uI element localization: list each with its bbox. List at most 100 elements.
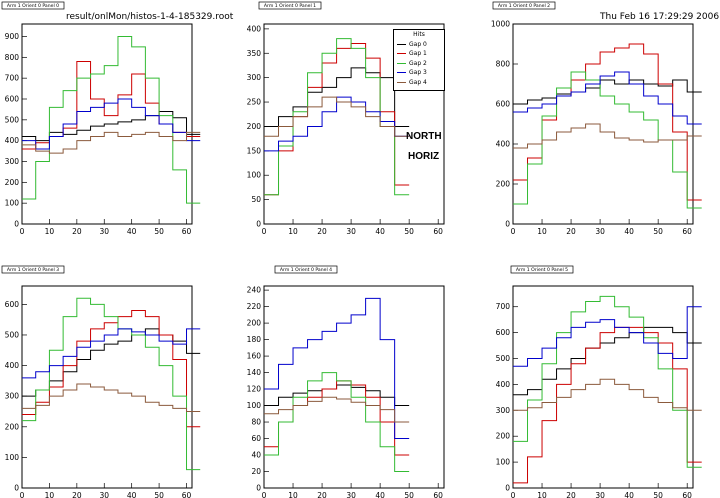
y-tick-label: 700 (5, 74, 20, 83)
series-line (22, 297, 201, 471)
y-tick-label: 300 (5, 392, 20, 401)
y-tick-label: 80 (251, 418, 261, 427)
x-tick-label: 60 (433, 227, 443, 236)
y-tick-label: 500 (5, 330, 20, 339)
x-tick-label: 50 (653, 491, 663, 498)
legend-swatch (397, 62, 406, 64)
x-tick-label: 60 (682, 491, 692, 498)
panel-title-box (258, 1, 322, 10)
x-tick-label: 50 (404, 491, 414, 498)
series-line (513, 295, 702, 468)
x-tick-label: 40 (127, 227, 137, 236)
y-tick-label: 150 (247, 146, 262, 155)
series-line (513, 378, 702, 411)
x-tick-label: 60 (433, 491, 443, 498)
series-line (22, 309, 201, 428)
filename-label: result/onlMon/histos-1-4-185329.root (66, 12, 234, 22)
panel-title: Arm 1 Orient 0 Panel 2 (498, 3, 550, 9)
y-tick-label: 100 (5, 199, 20, 208)
x-tick-label: 60 (182, 227, 192, 236)
x-tick-label: 30 (595, 491, 605, 498)
x-tick-label: 30 (99, 491, 109, 498)
x-tick-label: 20 (72, 491, 82, 498)
y-tick-label: 400 (496, 380, 511, 389)
y-tick-label: 100 (5, 453, 20, 462)
legend-label: Gap 0 (409, 40, 427, 48)
legend-label: Gap 1 (409, 50, 427, 57)
y-tick-label: 300 (496, 406, 511, 415)
y-tick-label: 900 (5, 32, 20, 41)
panel-title-box (1, 265, 65, 274)
y-tick-label: 800 (5, 53, 20, 62)
series-line (264, 380, 410, 456)
legend-swatch (397, 43, 406, 45)
legend-entry: Gap 0 (394, 40, 444, 50)
x-tick-label: 50 (404, 227, 414, 236)
x-tick-label: 50 (154, 491, 164, 498)
y-tick-label: 120 (247, 385, 262, 394)
y-tick-label: 200 (496, 180, 511, 189)
x-tick-label: 40 (375, 227, 385, 236)
y-tick-label: 700 (496, 302, 511, 311)
legend-label: Gap 3 (409, 69, 427, 76)
y-tick-label: 400 (496, 140, 511, 149)
x-tick-label: 30 (346, 491, 356, 498)
x-tick-label: 10 (45, 491, 55, 498)
y-tick-label: 0 (256, 484, 261, 493)
y-tick-label: 20 (251, 467, 261, 476)
y-tick-label: 200 (5, 178, 20, 187)
plot-frame (512, 23, 694, 225)
panel-title: Arm 1 Orient 0 Panel 1 (264, 3, 316, 9)
y-tick-label: 60 (251, 434, 261, 443)
y-tick-label: 200 (496, 432, 511, 441)
y-tick-label: 400 (5, 361, 20, 370)
series-line (513, 79, 702, 105)
series-line (22, 98, 201, 150)
y-tick-label: 300 (5, 157, 20, 166)
legend-swatch (397, 53, 406, 55)
series-line (22, 383, 201, 412)
y-tick-label: 100 (496, 458, 511, 467)
legend: Hits Gap 0 Gap 1 Gap 2 Gap 3 Gap 4 (393, 29, 445, 91)
y-tick-label: 0 (14, 484, 19, 493)
y-tick-label: 1000 (491, 20, 510, 29)
x-tick-label: 10 (537, 227, 547, 236)
panel-title-box (510, 265, 574, 274)
x-tick-label: 20 (72, 227, 82, 236)
series-line (22, 328, 201, 397)
y-tick-label: 800 (496, 60, 511, 69)
legend-title: Hits (413, 31, 425, 38)
y-tick-label: 220 (247, 302, 262, 311)
y-tick-label: 0 (256, 220, 261, 229)
legend-entry: Gap 1 (394, 49, 444, 59)
y-tick-label: 350 (247, 49, 262, 58)
series-line (22, 131, 201, 154)
x-tick-label: 40 (127, 491, 137, 498)
legend-entry: Gap 4 (394, 78, 444, 88)
series-line (22, 61, 201, 150)
horiz-annotation: HORIZ (408, 151, 440, 162)
series-line (22, 111, 201, 142)
series-line (513, 326, 702, 484)
panel-title: Arm 1 Orient 0 Panel 0 (7, 3, 59, 9)
x-tick-label: 0 (511, 491, 516, 498)
y-tick-label: 200 (247, 122, 262, 131)
legend-swatch (397, 72, 406, 74)
legend-swatch (397, 81, 406, 83)
x-tick-label: 20 (317, 491, 327, 498)
y-tick-label: 300 (247, 73, 262, 82)
series-line (513, 306, 702, 367)
series-line (264, 396, 410, 423)
y-tick-label: 100 (247, 171, 262, 180)
x-tick-label: 50 (653, 227, 663, 236)
x-tick-label: 40 (624, 227, 634, 236)
x-tick-label: 20 (566, 491, 576, 498)
series-line (264, 96, 410, 152)
y-tick-label: 200 (5, 422, 20, 431)
y-tick-label: 0 (505, 484, 510, 493)
series-line (22, 328, 201, 379)
x-tick-label: 0 (262, 491, 267, 498)
plot-frame (263, 23, 445, 225)
x-tick-label: 30 (99, 227, 109, 236)
y-tick-label: 600 (496, 100, 511, 109)
